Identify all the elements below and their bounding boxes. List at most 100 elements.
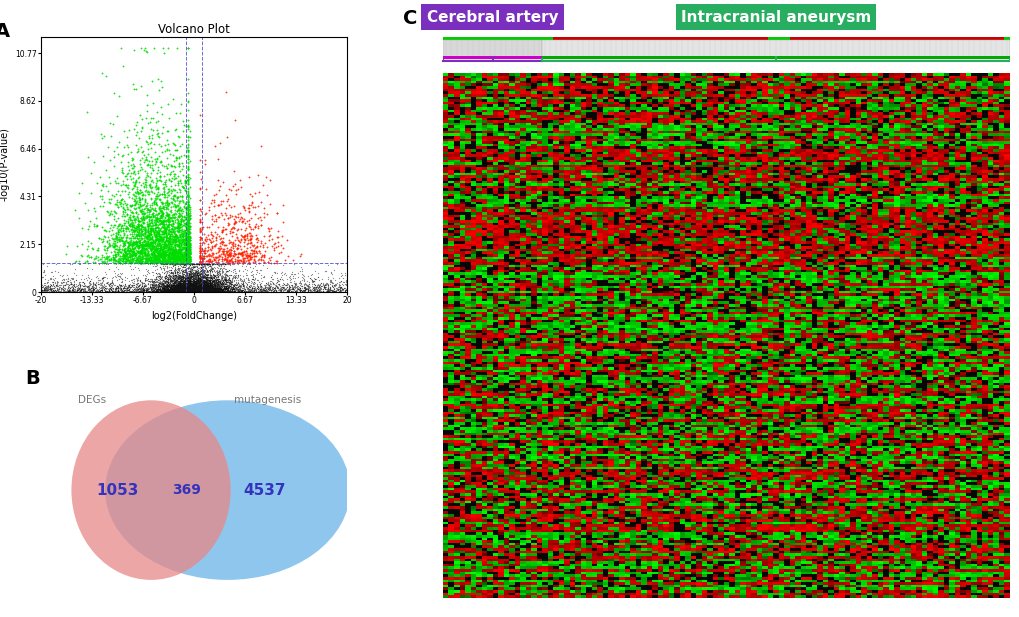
Point [159,281,175,291]
Bar [712,37,717,40]
Point [70,257,87,267]
Point [202,286,218,296]
Point [161,259,177,269]
Point [150,285,166,295]
Point [139,244,155,254]
Point [156,281,172,291]
Point [272,286,288,296]
Point [160,282,176,292]
Point [184,284,201,294]
Point [196,285,212,295]
Point [153,279,169,289]
Point [170,247,186,257]
Point [177,273,194,283]
Point [170,239,186,249]
Point [163,259,179,269]
Point [190,286,206,296]
Point [209,265,225,275]
Point [202,278,218,288]
Point [179,175,196,185]
Point [179,209,196,218]
Point [161,238,177,248]
Point [223,250,239,260]
Point [82,276,98,286]
Point [179,226,196,236]
Point [181,257,198,267]
Point [216,209,232,218]
Point [117,244,133,254]
Point [167,259,183,269]
Point [155,258,171,268]
Point [87,287,103,297]
Point [199,281,215,291]
Point [155,218,171,228]
Point [169,268,185,278]
Point [171,283,187,292]
Point [216,283,232,293]
Point [149,254,165,263]
Point [177,264,194,274]
Point [131,285,148,295]
Point [205,276,221,286]
Point [170,227,186,237]
Point [159,261,175,271]
Point [146,212,162,222]
Point [219,213,235,223]
Point [156,287,172,297]
Point [182,287,199,297]
Point [154,247,170,257]
Point [164,277,180,287]
Point [293,283,310,293]
Point [173,246,190,255]
Point [201,277,217,287]
Point [127,175,144,184]
Point [190,273,206,283]
Point [38,286,54,296]
Point [326,281,342,291]
Point [179,234,196,244]
Point [207,276,223,286]
Point [155,279,171,289]
Point [213,227,229,237]
Point [179,245,196,255]
Point [233,286,250,296]
Point [85,286,101,296]
Point [146,188,162,197]
Point [170,271,186,281]
Point [179,226,196,236]
Point [99,251,115,260]
Point [164,287,180,297]
Point [197,286,213,296]
Point [88,280,104,290]
Point [171,220,187,230]
Point [240,207,257,217]
Point [221,259,237,269]
Point [148,235,164,245]
Point [123,168,140,178]
Point [197,280,213,290]
Point [135,209,151,218]
Point [174,255,191,265]
Point [137,186,153,196]
Point [198,286,214,296]
Point [146,197,162,207]
Point [198,280,214,290]
Point [179,233,196,242]
Point [167,287,183,297]
Point [161,245,177,255]
Point [165,249,181,259]
Point [85,257,101,267]
Point [102,255,118,265]
Point [206,265,222,275]
Point [161,284,177,294]
Point [192,257,208,267]
Point [149,222,165,232]
Point [113,233,129,243]
Point [95,236,111,246]
Point [151,249,167,259]
Point [138,284,154,294]
Point [243,270,259,280]
Point [157,241,173,251]
Point [202,276,218,286]
Point [218,281,234,291]
